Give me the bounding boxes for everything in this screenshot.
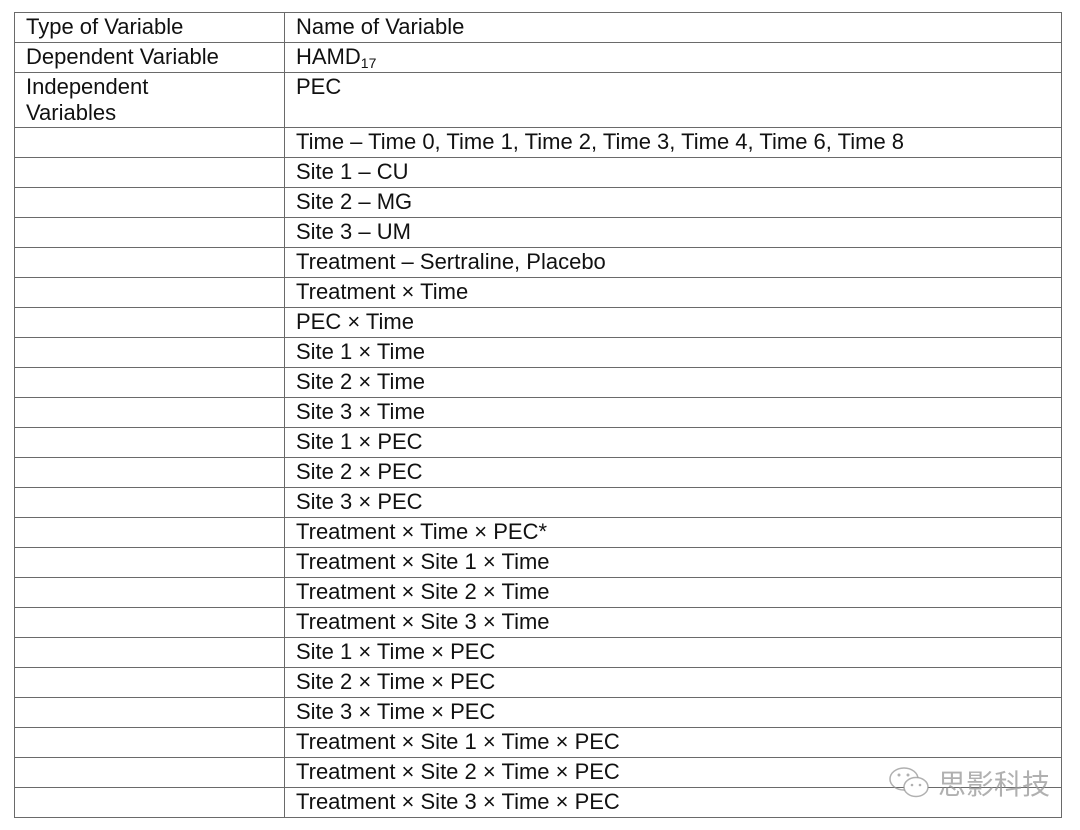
variable-name-cell: Site 1 – CU [284,157,1062,188]
variable-name-cell: Site 3 × Time [284,397,1062,428]
variable-name-cell: Time – Time 0, Time 1, Time 2, Time 3, T… [284,127,1062,158]
type-cell [14,697,285,728]
table-row: Treatment × Site 1 × Time × PEC [14,727,1062,758]
variable-name-cell: Treatment × Time × PEC* [284,517,1062,548]
independent-row: Independent Variables PEC [14,72,1062,128]
type-cell [14,367,285,398]
type-cell [14,667,285,698]
dependent-row: Dependent Variable HAMD17 [14,42,1062,73]
dependent-subscript: 17 [360,55,377,71]
table-row: Site 2 – MG [14,187,1062,218]
variable-name-cell: Site 1 × Time × PEC [284,637,1062,668]
type-cell [14,457,285,488]
table-row: Treatment × Time [14,277,1062,308]
table-row: Site 2 × PEC [14,457,1062,488]
watermark-text: 思影科技 [938,768,1051,801]
table-row: Site 2 × Time × PEC [14,667,1062,698]
table-row: Site 2 × Time [14,367,1062,398]
variable-name-cell: Site 3 × Time × PEC [284,697,1062,728]
dependent-name: HAMD17 [284,42,1062,73]
variable-name-cell: Site 3 × PEC [284,487,1062,518]
variable-name-cell: Site 2 × Time [284,367,1062,398]
table-row: Treatment × Time × PEC* [14,517,1062,548]
type-cell [14,487,285,518]
dependent-name-text: HAMD [296,44,361,69]
type-cell [14,607,285,638]
table-row: Treatment × Site 3 × Time × PEC [14,787,1062,818]
variable-name-cell: Site 2 × PEC [284,457,1062,488]
type-cell [14,427,285,458]
table-row: Time – Time 0, Time 1, Time 2, Time 3, T… [14,127,1062,158]
variable-name-cell: Treatment – Sertraline, Placebo [284,247,1062,278]
type-cell [14,397,285,428]
type-cell [14,337,285,368]
table-row: Site 1 × Time [14,337,1062,368]
type-cell [14,277,285,308]
variable-name-cell: PEC × Time [284,307,1062,338]
watermark: 思影科技 [888,763,1050,803]
variables-table: Type of Variable Name of Variable Depend… [14,12,1062,818]
table-row: Site 3 – UM [14,217,1062,248]
type-cell [14,127,285,158]
independent-first: PEC [284,72,1062,128]
table-row: Site 1 × PEC [14,427,1062,458]
type-cell [14,187,285,218]
table-row: Treatment × Site 3 × Time [14,607,1062,638]
table-row: Site 1 – CU [14,157,1062,188]
type-cell [14,247,285,278]
variable-name-cell: Site 2 – MG [284,187,1062,218]
type-cell [14,637,285,668]
table-row: Site 3 × Time [14,397,1062,428]
header-name: Name of Variable [284,12,1062,43]
type-cell [14,547,285,578]
variable-name-cell: Treatment × Site 3 × Time × PEC [284,787,1062,818]
table-row: Treatment – Sertraline, Placebo [14,247,1062,278]
table-row: PEC × Time [14,307,1062,338]
header-type: Type of Variable [14,12,285,43]
type-cell [14,517,285,548]
independent-type-text: Independent Variables [26,74,149,125]
variable-name-cell: Treatment × Site 1 × Time × PEC [284,727,1062,758]
variable-name-cell: Site 3 – UM [284,217,1062,248]
type-cell [14,577,285,608]
type-cell [14,727,285,758]
type-cell [14,787,285,818]
variable-name-cell: Treatment × Site 1 × Time [284,547,1062,578]
table-row: Site 3 × PEC [14,487,1062,518]
type-cell [14,157,285,188]
wechat-icon [889,767,929,798]
type-cell [14,307,285,338]
header-row: Type of Variable Name of Variable [14,12,1062,43]
variable-name-cell: Site 1 × Time [284,337,1062,368]
type-cell [14,757,285,788]
table-row: Site 3 × Time × PEC [14,697,1062,728]
table-row: Treatment × Site 2 × Time [14,577,1062,608]
type-cell [14,217,285,248]
variable-name-cell: Treatment × Site 2 × Time [284,577,1062,608]
table-row: Site 1 × Time × PEC [14,637,1062,668]
independent-type: Independent Variables [14,72,285,128]
variable-name-cell: Site 2 × Time × PEC [284,667,1062,698]
dependent-type: Dependent Variable [14,42,285,73]
variable-name-cell: Site 1 × PEC [284,427,1062,458]
variable-name-cell: Treatment × Time [284,277,1062,308]
variable-name-cell: Treatment × Site 3 × Time [284,607,1062,638]
table-row: Treatment × Site 1 × Time [14,547,1062,578]
